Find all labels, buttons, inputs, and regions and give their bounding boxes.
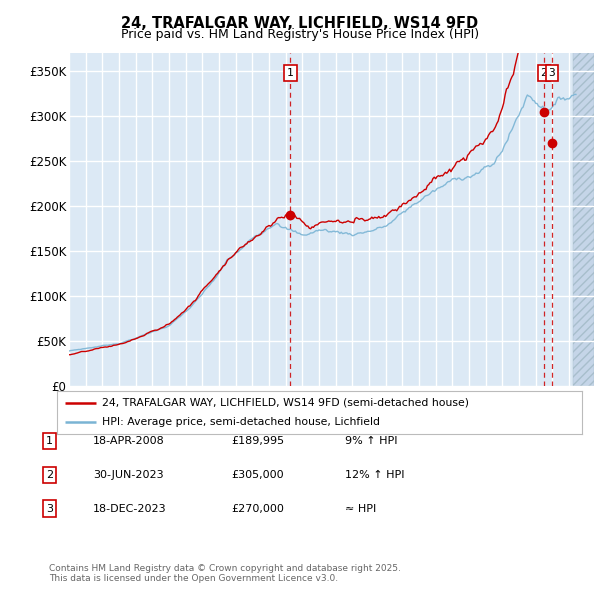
Text: 18-APR-2008: 18-APR-2008 <box>93 437 165 446</box>
Text: 24, TRAFALGAR WAY, LICHFIELD, WS14 9FD: 24, TRAFALGAR WAY, LICHFIELD, WS14 9FD <box>121 16 479 31</box>
Text: 3: 3 <box>46 504 53 513</box>
Text: 24, TRAFALGAR WAY, LICHFIELD, WS14 9FD (semi-detached house): 24, TRAFALGAR WAY, LICHFIELD, WS14 9FD (… <box>101 398 469 408</box>
Text: £305,000: £305,000 <box>231 470 284 480</box>
Text: Price paid vs. HM Land Registry's House Price Index (HPI): Price paid vs. HM Land Registry's House … <box>121 28 479 41</box>
Text: £189,995: £189,995 <box>231 437 284 446</box>
Text: 12% ↑ HPI: 12% ↑ HPI <box>345 470 404 480</box>
Text: HPI: Average price, semi-detached house, Lichfield: HPI: Average price, semi-detached house,… <box>101 417 380 427</box>
Text: 3: 3 <box>548 68 555 78</box>
Text: 1: 1 <box>46 437 53 446</box>
Text: 1: 1 <box>287 68 294 78</box>
Text: 9% ↑ HPI: 9% ↑ HPI <box>345 437 398 446</box>
Text: ≈ HPI: ≈ HPI <box>345 504 376 513</box>
Text: 2: 2 <box>46 470 53 480</box>
Text: Contains HM Land Registry data © Crown copyright and database right 2025.
This d: Contains HM Land Registry data © Crown c… <box>49 563 401 583</box>
Text: 2: 2 <box>541 68 547 78</box>
Text: 30-JUN-2023: 30-JUN-2023 <box>93 470 164 480</box>
Text: £270,000: £270,000 <box>231 504 284 513</box>
Text: 18-DEC-2023: 18-DEC-2023 <box>93 504 167 513</box>
